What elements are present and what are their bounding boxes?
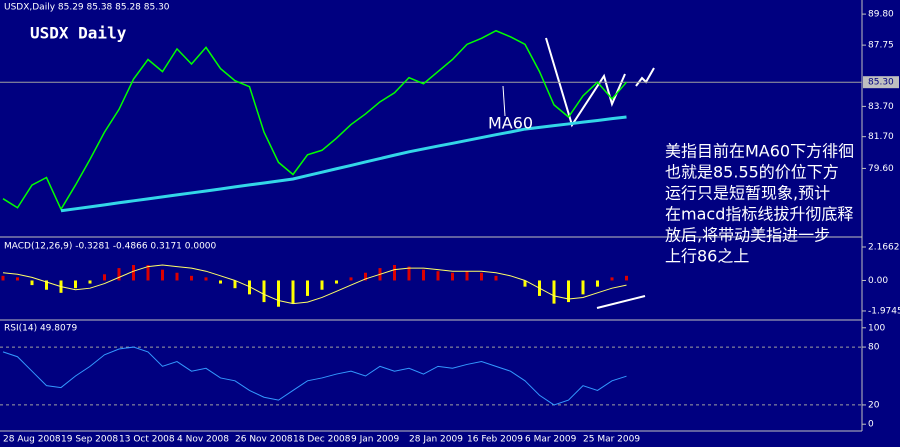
macd-bar: [30, 280, 34, 286]
y-tick-label: 83.70: [868, 102, 894, 112]
macd-bar: [436, 271, 440, 281]
macd-bar: [1, 275, 5, 281]
y-tick-label: 100: [868, 323, 885, 333]
macd-bar: [320, 280, 324, 290]
macd-bar: [393, 265, 396, 281]
y-tick-label: 20: [868, 400, 880, 410]
ma60-line: [60, 115, 627, 213]
macd-bar: [117, 268, 121, 281]
rsi-line: [2, 346, 627, 406]
macd-bar: [349, 277, 353, 281]
macd-bar: [132, 265, 135, 281]
y-tick-label: 0.00: [868, 276, 888, 286]
macd-arrow: [596, 295, 646, 309]
x-tick-label: 28 Aug 2008: [3, 435, 61, 445]
macd-bar: [596, 280, 599, 287]
macd-bar: [610, 277, 614, 281]
macd-bar: [306, 280, 309, 296]
macd-header: MACD(12,26,9) -0.3281 -0.4866 0.3171 0.0…: [4, 242, 217, 252]
macd-bar: [335, 280, 338, 284]
macd-bar: [233, 280, 237, 289]
price-header: USDX,Daily 85.29 85.38 85.28 85.30: [4, 3, 170, 13]
x-tick-label: 26 Nov 2008: [235, 435, 293, 445]
y-tick-label: 79.60: [868, 164, 894, 174]
macd-bar: [88, 280, 92, 284]
ma60-pointer: [502, 85, 506, 117]
macd-bar: [262, 280, 266, 303]
macd-bar: [451, 272, 454, 281]
y-tick-label: 81.70: [868, 132, 894, 142]
macd-bar: [364, 272, 367, 281]
x-tick-label: 9 Jan 2009: [351, 435, 399, 445]
macd-bar: [480, 272, 483, 281]
macd-bar: [103, 274, 106, 281]
ma60-label: MA60: [488, 114, 533, 133]
macd-bar: [422, 269, 425, 281]
macd-bar: [161, 269, 164, 281]
macd-bar: [74, 280, 77, 289]
x-tick-label: 25 Mar 2009: [583, 435, 640, 445]
y-tick-label: 87.75: [868, 41, 894, 51]
macd-bar: [219, 280, 222, 284]
annotation-line: 在macd指标线拔升彻底释: [665, 205, 853, 224]
annotation-line: 放后,将带动美指进一步: [665, 226, 830, 245]
y-tick-label: 0: [868, 420, 874, 430]
x-tick-label: 28 Jan 2009: [409, 435, 463, 445]
y-tick-label: 89.80: [868, 10, 894, 20]
macd-bar: [567, 280, 570, 303]
signal-line: [2, 264, 627, 305]
macd-bar: [407, 266, 411, 281]
macd-bar: [248, 280, 251, 295]
macd-bar: [16, 277, 19, 281]
annotation-line: 也就是85.55的价位下方: [665, 163, 839, 182]
macd-bar: [190, 275, 193, 281]
macd-bar: [45, 280, 48, 290]
macd-bar: [146, 265, 150, 281]
y-tick-label: 2.1662: [868, 243, 900, 253]
rsi-header: RSI(14) 49.8079: [4, 324, 77, 334]
x-tick-label: 19 Sep 2008: [61, 435, 118, 445]
annotation-line: 运行只是短暂现象,预计: [665, 184, 830, 203]
macd-bar: [581, 280, 585, 295]
x-tick-label: 6 Mar 2009: [525, 435, 577, 445]
price-line: [2, 29, 628, 211]
x-tick-label: 4 Nov 2008: [177, 435, 229, 445]
macd-bar: [277, 280, 280, 307]
annotation-line: 美指目前在MA60下方徘徊: [665, 142, 854, 161]
x-tick-label: 18 Dec 2008: [293, 435, 351, 445]
macd-bar: [494, 275, 498, 281]
macd-bar: [465, 271, 469, 281]
y-tick-label: 80: [868, 343, 880, 353]
x-tick-label: 13 Oct 2008: [119, 435, 175, 445]
macd-bar: [552, 280, 556, 304]
current-price-box: [863, 76, 899, 89]
macd-bar: [204, 277, 208, 281]
macd-bar: [523, 280, 527, 287]
current-price-label: 85.30: [868, 78, 894, 88]
macd-bar: [625, 275, 628, 281]
macd-bar: [291, 280, 295, 304]
annotation-line: 上行86之上: [665, 247, 749, 266]
y-tick-label: -1.9745: [868, 306, 900, 316]
macd-bar: [175, 272, 179, 281]
x-tick-label: 16 Feb 2009: [467, 435, 523, 445]
chart-title: USDX Daily: [30, 24, 127, 43]
